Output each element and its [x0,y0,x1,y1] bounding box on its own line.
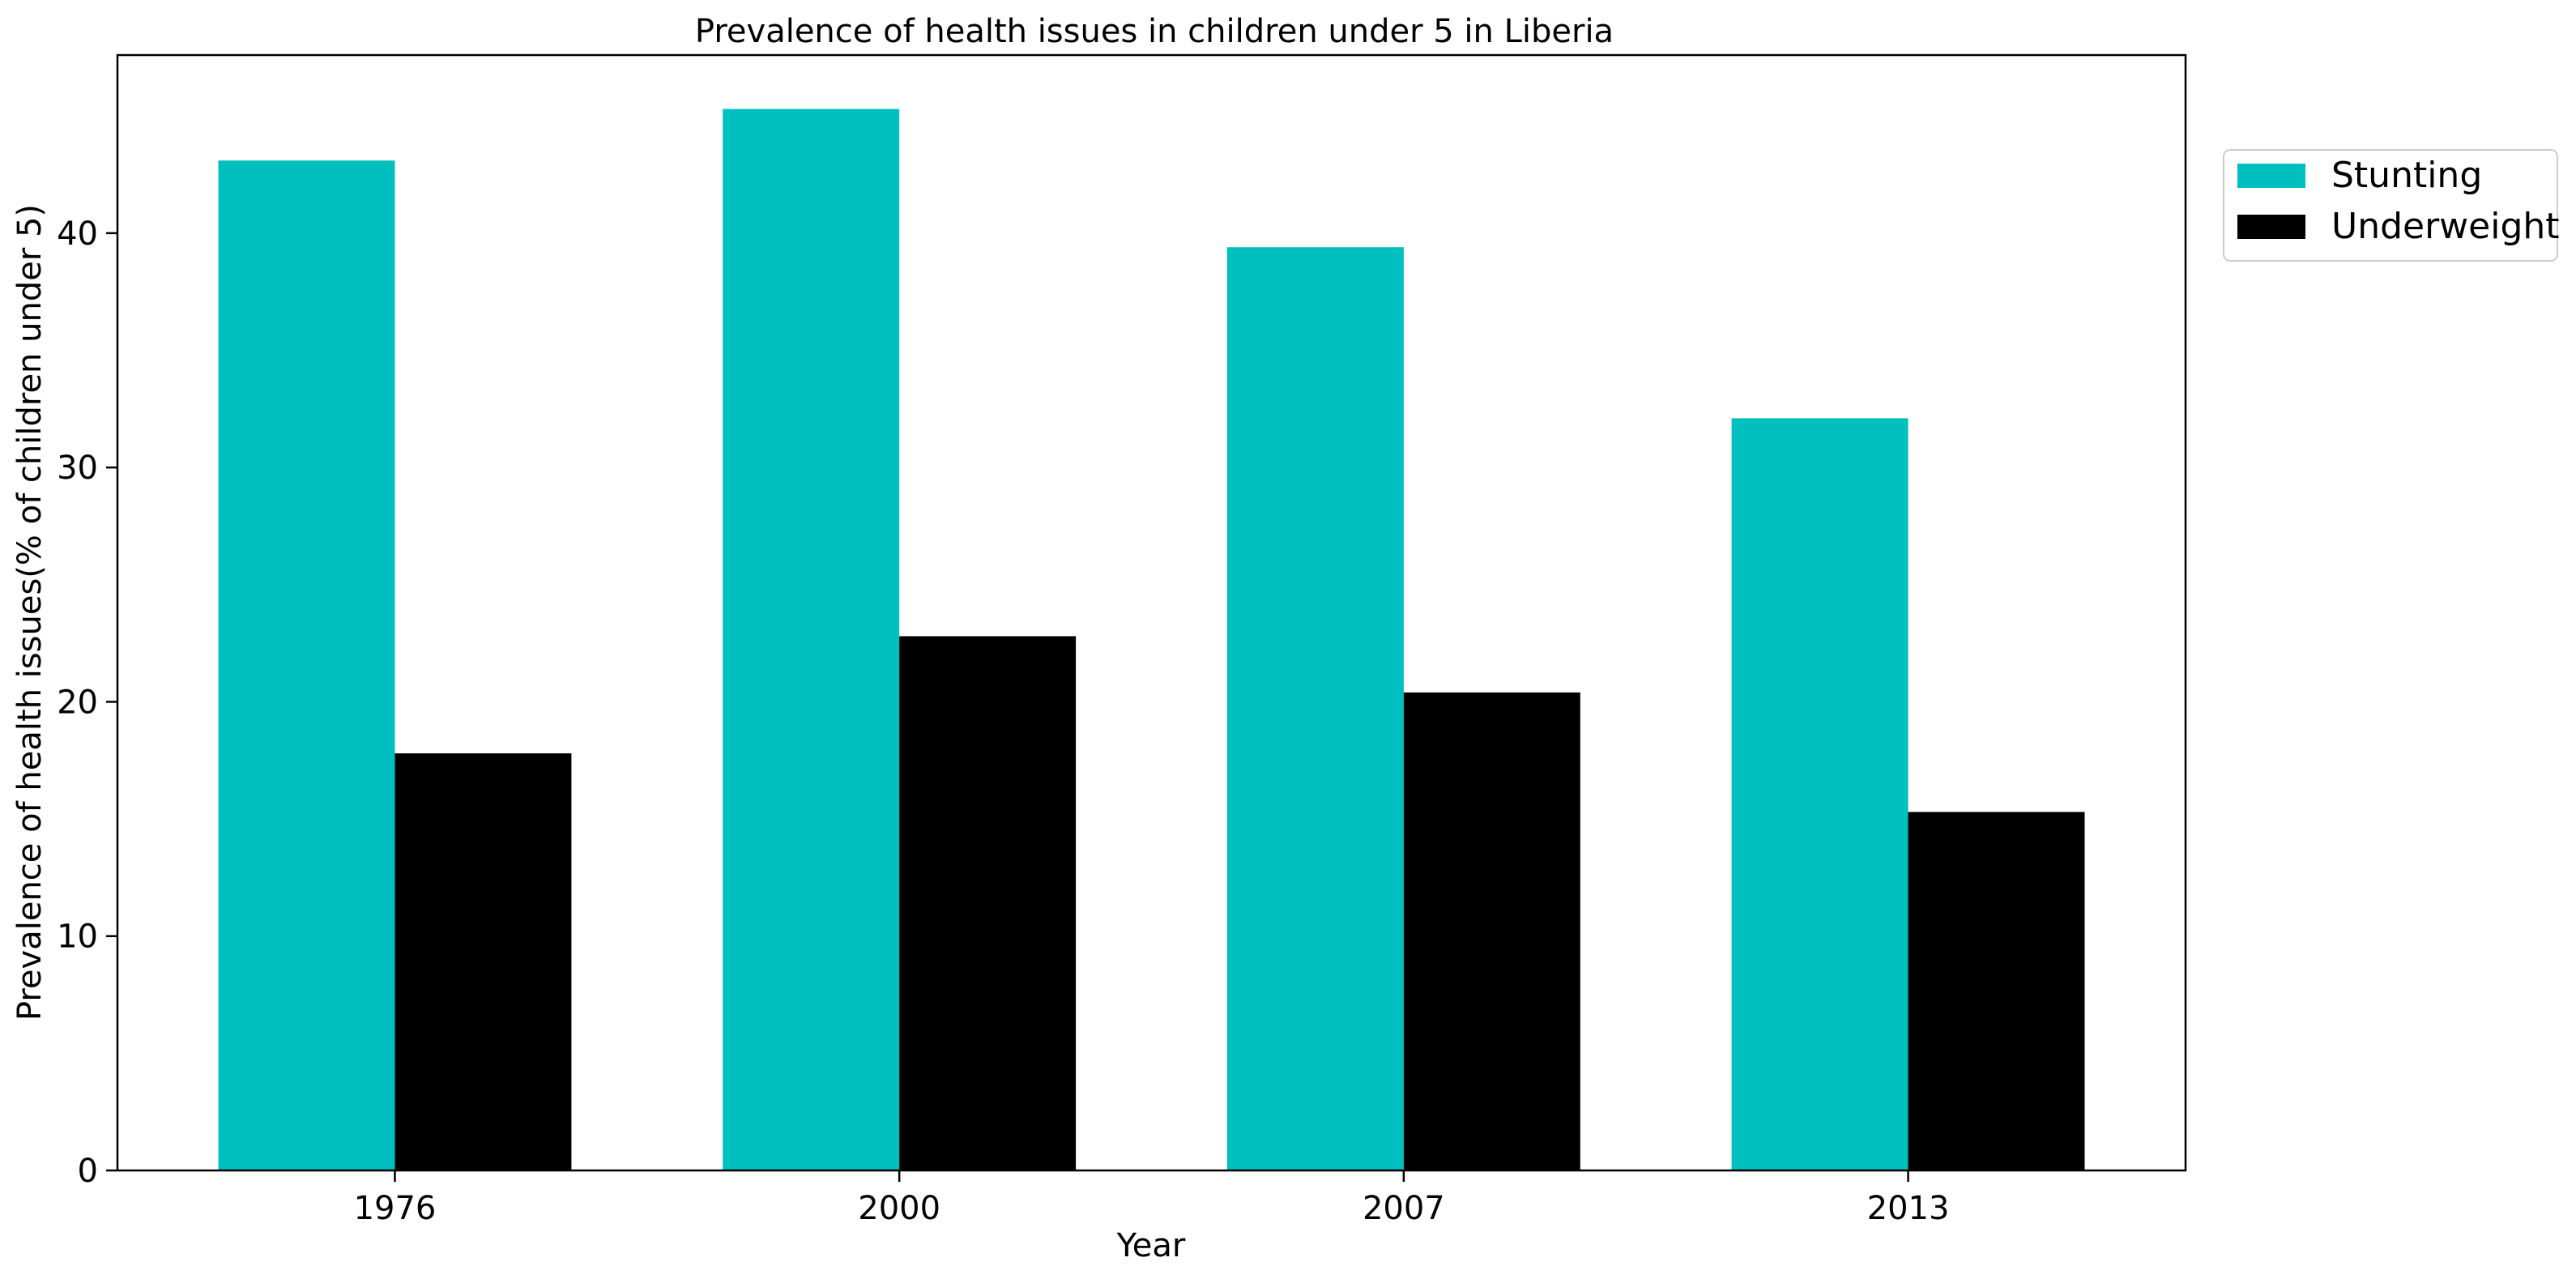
x-tick-label: 2013 [1867,1190,1950,1227]
y-tick-label: 20 [57,684,98,721]
chart-title: Prevalence of health issues in children … [695,13,1614,50]
bar-stunting-1976 [218,160,395,1170]
x-axis: 1976 2000 2007 2013 [354,1170,1950,1227]
bars-group [218,109,2085,1170]
x-axis-title: Year [1116,1227,1186,1264]
legend-label-stunting: Stunting [2331,155,2482,196]
x-tick-label: 2000 [858,1190,940,1227]
bar-underweight-2000 [899,636,1077,1170]
bar-stunting-2007 [1226,247,1404,1170]
x-tick-label: 2007 [1363,1190,1445,1227]
plot-frame [116,53,2187,1172]
y-tick-label: 10 [57,919,98,956]
y-tick-label: 40 [57,215,98,253]
y-tick-label: 30 [57,450,98,487]
x-tick-label: 1976 [354,1190,437,1227]
bar-stunting-2013 [1731,418,1909,1170]
bar-stunting-2000 [723,109,900,1170]
y-axis-title: Prevalence of health issues(% of childre… [11,204,49,1021]
legend-frame [2223,149,2558,262]
legend-items: Stunting Underweight [2237,155,2560,247]
bar-underweight-1976 [395,753,572,1170]
legend-label-underweight: Underweight [2331,206,2560,247]
legend: Stunting Underweight [2223,149,2560,262]
legend-swatch-stunting [2237,164,2305,188]
y-axis: 0 10 20 30 40 [57,215,117,1190]
bar-underweight-2013 [1908,812,2085,1170]
legend-swatch-underweight [2237,215,2305,239]
y-tick-label: 0 [78,1153,98,1190]
bar-underweight-2007 [1403,692,1580,1170]
